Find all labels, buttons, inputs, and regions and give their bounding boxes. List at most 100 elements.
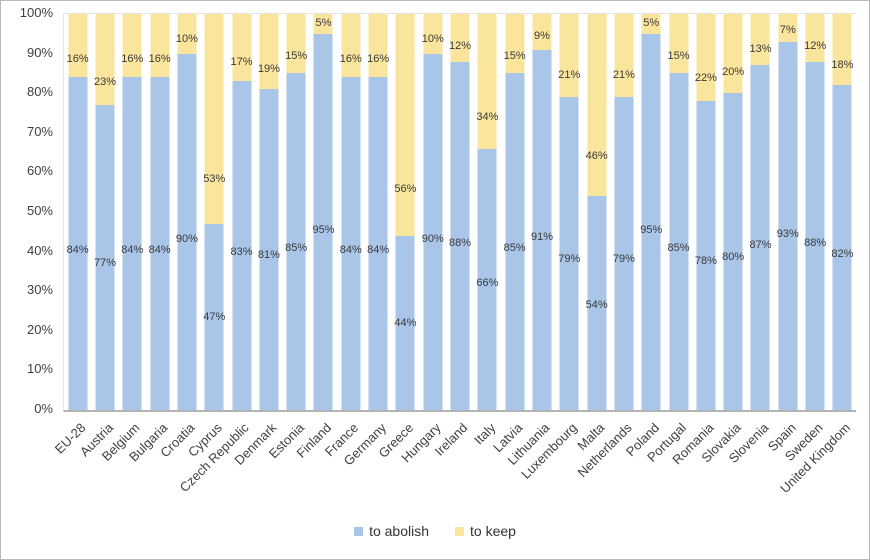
data-label-to-keep: 10%	[421, 33, 444, 46]
bar-segment-to-abolish	[723, 93, 743, 410]
bar-column-belgium: 84% 16% Belgium	[99, 14, 146, 464]
data-label-to-abolish: 90%	[421, 233, 444, 246]
data-label-to-keep: 53%	[203, 173, 226, 186]
data-label-to-abolish: 88%	[449, 236, 472, 249]
bar-segment-to-abolish	[313, 33, 333, 410]
data-label-to-abolish: 84%	[148, 244, 171, 256]
bar-segment-to-keep	[68, 14, 88, 78]
bar-segment-to-abolish	[395, 235, 415, 410]
bar-segment-to-abolish	[669, 73, 689, 410]
bar-segment-to-keep	[559, 14, 579, 98]
data-label-to-keep: 5%	[315, 17, 332, 30]
legend-label-to-keep: to keep	[470, 523, 516, 539]
bar-column-hungary: 90% 10% Hungary	[398, 14, 446, 465]
stacked-bar	[696, 14, 716, 410]
stacked-bar	[477, 14, 497, 410]
bar-segment-to-abolish	[532, 49, 552, 410]
data-label-to-abolish: 85%	[503, 242, 526, 255]
bar-segment-to-keep	[259, 14, 279, 90]
data-label-to-abolish: 80%	[722, 251, 745, 264]
data-label-to-abolish: 90%	[175, 233, 198, 246]
stacked-bar	[286, 14, 306, 410]
bar-segment-to-keep	[122, 14, 142, 78]
data-label-to-keep: 23%	[93, 75, 116, 88]
y-tick-label: 30%	[26, 282, 53, 298]
stacked-bar	[368, 14, 388, 410]
bar-column-portugal: 85% 15% Portugal	[644, 14, 692, 465]
bar-segment-to-keep	[614, 14, 634, 98]
bar-segment-to-abolish	[341, 77, 361, 410]
data-label-to-abolish: 88%	[804, 236, 827, 249]
bar-column-malta: 54% 46% Malta	[574, 14, 610, 453]
bar-column-ireland: 88% 12% Ireland	[432, 14, 473, 459]
bar-segment-to-abolish	[696, 101, 716, 410]
data-label-to-abolish: 87%	[749, 238, 772, 251]
bar-segment-to-keep	[95, 14, 115, 106]
data-label-to-abolish: 95%	[640, 223, 663, 236]
bar-segment-to-keep	[587, 14, 607, 197]
bar-segment-to-abolish	[423, 53, 443, 410]
bar-segment-to-keep	[150, 14, 170, 78]
bar-segment-to-abolish	[150, 77, 170, 410]
data-label-to-keep: 46%	[585, 150, 608, 163]
stacked-bar	[232, 14, 252, 410]
data-label-to-abolish: 91%	[530, 231, 553, 244]
bar-column-finland: 95% 5% Finland	[293, 14, 337, 461]
y-tick-label: 90%	[26, 44, 53, 60]
bar-column-bulgaria: 84% 16% Bulgaria	[126, 14, 173, 464]
y-tick-label: 100%	[19, 5, 53, 20]
bar-column-denmark: 81% 19% Denmark	[232, 14, 282, 468]
data-label-to-keep: 16%	[121, 52, 144, 65]
stacked-bar	[95, 14, 115, 410]
y-tick-label: 0%	[34, 401, 53, 416]
data-label-to-abolish: 82%	[831, 247, 854, 260]
data-label-to-keep: 21%	[612, 69, 635, 82]
data-label-to-abolish: 83%	[230, 245, 253, 258]
bar-column-spain: 93% 7% Spain	[764, 14, 801, 454]
bar-segment-to-keep	[669, 14, 689, 74]
bar-segment-to-abolish	[477, 148, 497, 410]
bar-segment-to-keep	[286, 14, 306, 74]
bar-segment-to-abolish	[122, 77, 142, 410]
bar-segment-to-abolish	[641, 33, 661, 410]
data-label-to-keep: 13%	[749, 43, 772, 56]
data-label-to-abolish: 84%	[66, 244, 89, 256]
bar-segment-to-keep	[368, 14, 388, 78]
bar-segment-to-keep	[641, 14, 661, 34]
bar-segment-to-keep	[313, 14, 333, 34]
data-label-to-abolish: 84%	[121, 244, 144, 256]
y-tick-label: 20%	[26, 321, 53, 337]
bar-column-romania: 78% 22% Romania	[669, 14, 719, 467]
data-label-to-keep: 17%	[230, 56, 253, 69]
bar-segment-to-abolish	[778, 41, 798, 410]
stacked-bar	[450, 14, 470, 410]
legend-item-to-keep: to keep	[455, 523, 516, 539]
data-label-to-abolish: 93%	[776, 227, 799, 240]
bar-segment-to-abolish	[587, 196, 607, 410]
bar-column-greece: 44% 56% Greece	[375, 14, 419, 461]
bar-column-croatia: 90% 10% Croatia	[157, 14, 200, 460]
bar-column-poland: 95% 5% Poland	[623, 14, 665, 459]
bar-segment-to-abolish	[177, 53, 197, 410]
data-label-to-keep: 9%	[534, 30, 550, 43]
data-label-to-keep: 20%	[722, 65, 745, 78]
bar-segment-to-abolish	[832, 85, 852, 410]
stacked-bar	[68, 14, 88, 410]
bar-segment-to-keep	[696, 14, 716, 102]
bar-segment-to-abolish	[559, 97, 579, 410]
bar-segment-to-keep	[341, 14, 361, 78]
bar-segment-to-keep	[177, 14, 197, 54]
stacked-bar	[204, 14, 224, 410]
data-label-to-keep: 15%	[285, 49, 308, 62]
data-label-to-keep: 5%	[643, 17, 660, 30]
data-label-to-keep: 7%	[779, 23, 796, 36]
bar-segment-to-abolish	[95, 105, 115, 410]
bar-column-cyprus: 47% 53% Cyprus	[185, 14, 228, 460]
data-label-to-abolish: 78%	[694, 254, 717, 267]
bar-segment-to-keep	[505, 14, 525, 74]
bar-segment-to-abolish	[750, 65, 770, 410]
stacked-bar	[805, 14, 825, 410]
data-label-to-abolish: 84%	[339, 244, 362, 256]
data-label-to-keep: 12%	[449, 39, 472, 52]
